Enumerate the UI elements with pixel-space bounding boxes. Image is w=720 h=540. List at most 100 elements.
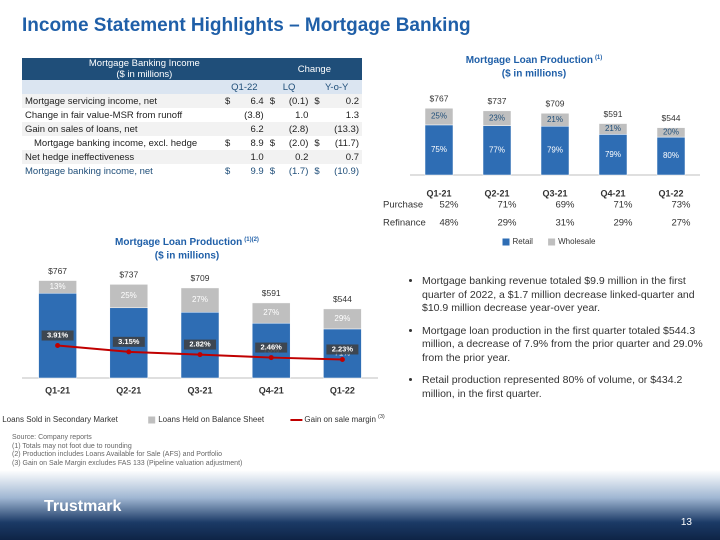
footnote: (1) Totals may not foot due to rounding (12, 442, 132, 450)
bar-segment (38, 280, 77, 294)
table-row: Mortgage banking income, excl. hedge $8.9… (22, 136, 362, 150)
row-value: 31% (555, 218, 575, 229)
footnote: (3) Gain on Sale Margin excludes FAS 133… (12, 459, 243, 467)
legend-swatch (548, 238, 556, 246)
total-label: $591 (604, 109, 623, 119)
total-label: $737 (488, 96, 507, 106)
x-tick-label: Q1-21 (45, 385, 70, 395)
bullet: Mortgage loan production in the first qu… (422, 325, 714, 366)
value-cell: 6.4 (238, 94, 267, 108)
legend-text: Retail (513, 237, 534, 246)
bar-segment (656, 127, 686, 138)
currency-cell (311, 108, 327, 122)
legend-note: (3) (378, 414, 385, 420)
segment-label: 80% (663, 151, 679, 160)
x-tick-label: Q4-21 (259, 385, 284, 395)
total-label: $709 (546, 99, 565, 109)
bar-segment (482, 125, 512, 176)
legend-label: Loans Held on Balance Sheet (158, 415, 265, 424)
line-label: 2.82% (189, 340, 211, 349)
row-label: Mortgage banking income, excl. hedge (34, 137, 198, 149)
value-cell: (2.8) (282, 122, 312, 136)
chart-title: Mortgage Loan Production (1)(2) (115, 237, 259, 248)
column-row: Q1-22 LQ Y-o-Y (22, 80, 362, 94)
page-number: 13 (680, 517, 692, 528)
line-label: 2.46% (261, 343, 283, 352)
row-value: 29% (497, 218, 517, 229)
currency-cell (222, 122, 239, 136)
bar-segment (251, 302, 291, 324)
bullet: Retail production represented 80% of vol… (422, 374, 714, 401)
row-label: Mortgage servicing income, net (22, 94, 223, 108)
column-header: Y-o-Y (311, 80, 362, 94)
bullet-list: Mortgage banking revenue totaled $9.9 mi… (410, 275, 714, 410)
slide-title: Income Statement Highlights – Mortgage B… (22, 15, 471, 36)
label-box (184, 339, 216, 350)
segment-label: 25% (121, 291, 137, 300)
line-point (126, 349, 132, 355)
line-label: 3.91% (47, 331, 69, 340)
currency-cell: $ (269, 165, 275, 177)
currency-cell: $ (314, 137, 320, 149)
table-row: Net hedge ineffectiveness 1.0 0.2 0.7 (22, 150, 362, 164)
title-note: (1) (595, 55, 602, 61)
segment-label: 13% (50, 282, 66, 291)
row-value: 52% (439, 200, 459, 211)
column-header: LQ (266, 80, 312, 94)
logo-icon (2, 1, 20, 21)
x-tick-label: Q1-22 (330, 385, 355, 395)
row-label: Purchase (383, 200, 423, 211)
row-label: Mortgage banking income, net (25, 165, 153, 177)
legend-label: Retail (513, 237, 534, 246)
value-cell: 1.0 (295, 109, 309, 121)
segment-label: 23% (489, 113, 505, 122)
total-label: $544 (662, 113, 681, 123)
value-cell: 1.0 (238, 150, 267, 164)
segment-label: 21% (547, 115, 563, 124)
value-cell: 8.9 (250, 137, 264, 149)
segment-label: 27% (263, 308, 279, 317)
value-cell: (1.7) (288, 165, 309, 177)
bar-segment (598, 123, 628, 135)
row-label: Net hedge ineffectiveness (22, 150, 223, 164)
segment-label: 27% (192, 295, 208, 304)
chart-title: Mortgage Loan Production (1) (466, 55, 603, 66)
line-label: 3.15% (118, 337, 140, 346)
chart-title-text: Mortgage Loan Production (115, 237, 242, 248)
value-cell: 1.3 (345, 109, 359, 121)
currency-cell (266, 150, 283, 164)
legend-text: Loans Held on Balance Sheet (158, 415, 265, 424)
row-value: 69% (555, 200, 575, 211)
header-cell: Change (266, 58, 362, 80)
title-note: (1)(2) (244, 237, 259, 243)
value-cell: (2.0) (288, 137, 309, 149)
bar-segment (109, 284, 149, 309)
value-cell: 0.2 (327, 94, 362, 108)
header-cell: Mortgage Banking Income ($ in millions) (22, 58, 267, 80)
value-cell: 0.2 (282, 150, 312, 164)
header-text: ($ in millions) (116, 69, 173, 80)
segment-label: 79% (547, 146, 563, 155)
label-box (41, 330, 74, 341)
value-cell: (13.3) (327, 122, 362, 136)
table-row: Mortgage servicing income, net $6.4 $ (0.1)… (22, 94, 362, 108)
footnote: Source: Company reports (12, 434, 92, 441)
currency-cell: $ (225, 137, 231, 149)
label-box (326, 344, 359, 355)
segment-label: 79% (605, 150, 621, 159)
table-row: Change in fair value-MSR from runoff (3.8… (22, 108, 362, 122)
row-label: Refinance (383, 218, 426, 229)
footnotes: Source: Company reports (1) Totals may no… (12, 434, 242, 468)
row-value: 71% (497, 200, 517, 211)
currency-cell: $ (311, 94, 328, 108)
value-cell: (10.9) (334, 165, 359, 177)
bar-segment (540, 125, 570, 176)
bar-segment (424, 107, 454, 126)
total-label: $767 (430, 93, 449, 103)
legend-text: Wholesale (558, 237, 596, 246)
header-row: Mortgage Banking Income ($ in millions) Ch… (22, 58, 362, 80)
currency-cell: $ (225, 165, 231, 177)
segment-label: 25% (431, 112, 447, 121)
currency-cell: $ (269, 137, 275, 149)
